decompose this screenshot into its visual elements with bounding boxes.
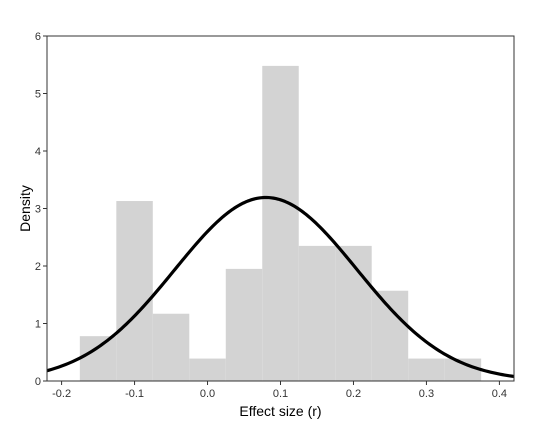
x-tick-label: -0.1 [125, 388, 144, 400]
x-tick-label: 0.0 [200, 388, 215, 400]
y-tick-label: 0 [35, 376, 41, 388]
histogram-bar [116, 201, 153, 381]
y-axis-title: Density [17, 185, 33, 232]
y-tick-label: 3 [35, 204, 41, 216]
x-tick-label: 0.4 [492, 388, 507, 400]
y-tick-label: 1 [35, 319, 41, 331]
x-tick-label: -0.2 [52, 388, 71, 400]
histogram-bar [371, 290, 409, 381]
histogram-bar [444, 358, 482, 381]
x-axis: -0.2 -0.1 0.0 0.1 0.2 0.3 0.4 [52, 381, 507, 400]
y-tick-label: 6 [35, 31, 41, 43]
histogram-bar [298, 245, 336, 382]
x-tick-label: 0.3 [419, 388, 434, 400]
x-axis-title: Effect size (r) [239, 403, 321, 419]
histogram-bar [152, 313, 190, 381]
x-tick-label: 0.2 [346, 388, 361, 400]
histogram-bar [408, 358, 445, 381]
y-tick-label: 4 [35, 146, 41, 158]
histogram-bar [225, 268, 263, 382]
histogram-bars [79, 65, 482, 382]
y-axis: 0 1 2 3 4 5 6 [35, 31, 47, 388]
histogram-bar [189, 358, 226, 381]
x-tick-label: 0.1 [273, 388, 288, 400]
y-tick-label: 5 [35, 89, 41, 101]
histogram-bar [79, 336, 117, 381]
histogram-bar [262, 65, 299, 382]
histogram-bar [335, 245, 372, 382]
density-curve [46, 195, 515, 379]
y-tick-label: 2 [35, 261, 41, 273]
